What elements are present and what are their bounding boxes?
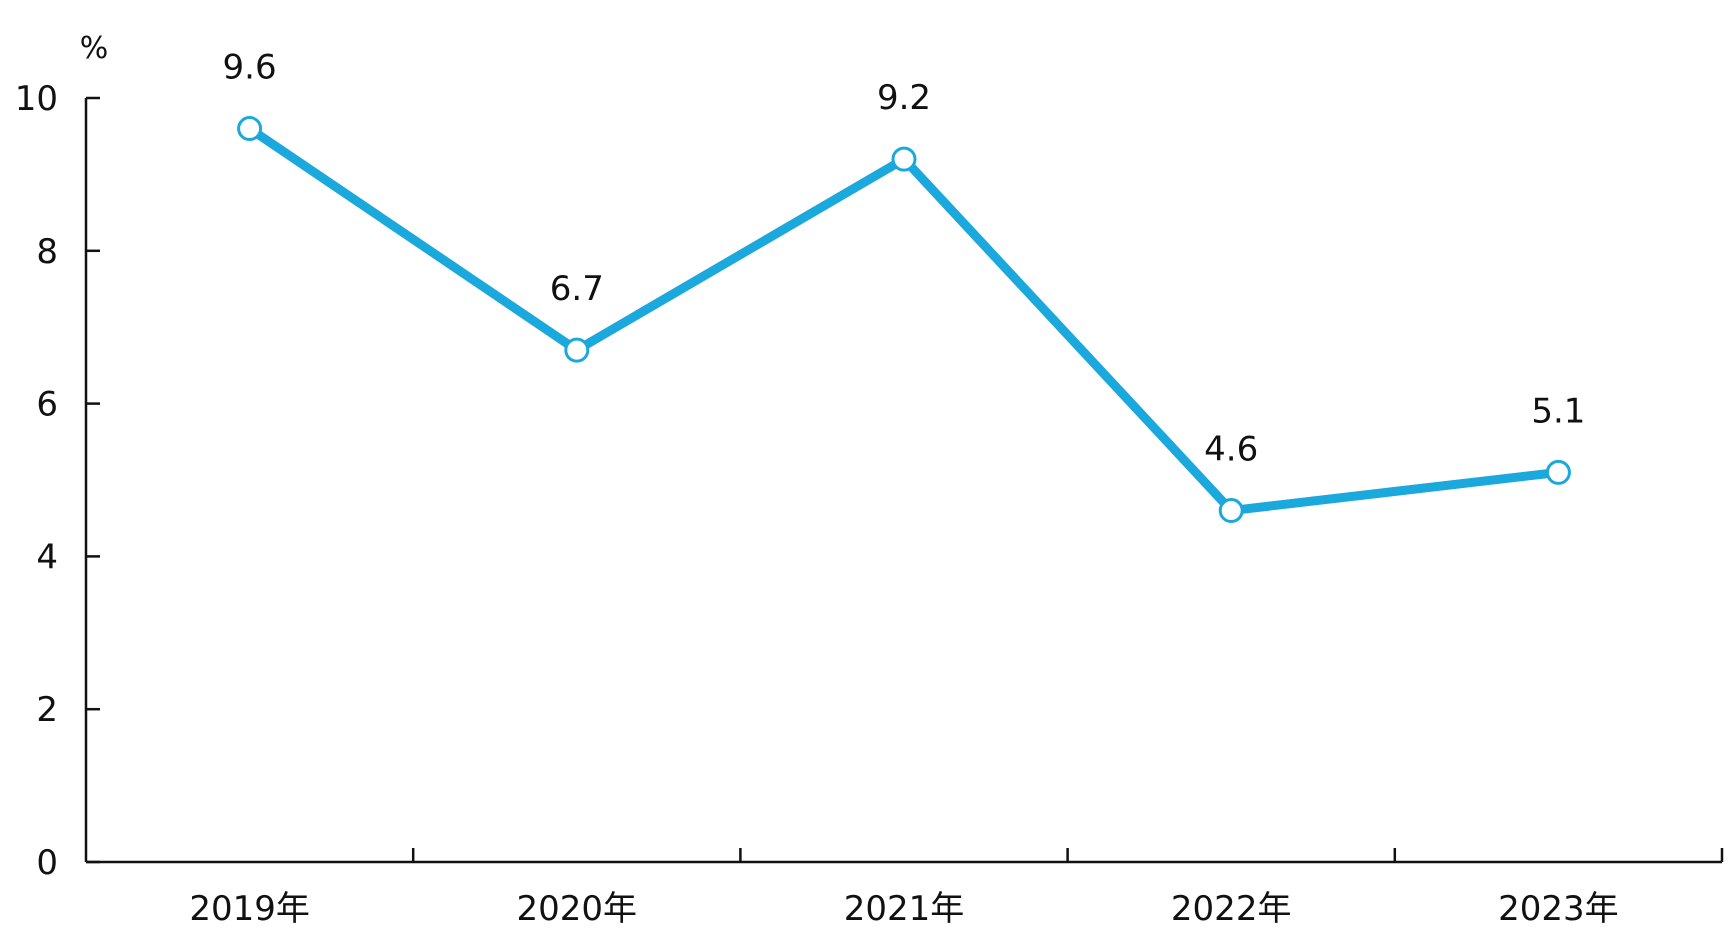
data-point-marker xyxy=(891,146,917,172)
data-label: 9.6 xyxy=(223,48,277,88)
x-tick-label: 2021年 xyxy=(844,889,965,929)
y-tick-label: 4 xyxy=(36,537,58,577)
series-layer xyxy=(237,116,1571,524)
y-tick-label: 2 xyxy=(36,690,58,730)
data-point-marker xyxy=(1218,498,1244,524)
y-tick-label: 6 xyxy=(36,385,58,425)
y-tick-label: 8 xyxy=(36,232,58,272)
axes: % xyxy=(80,31,1722,864)
data-point-marker xyxy=(237,116,263,142)
x-axis-ticks: 2019年 2020年 2021年 2022年 2023年 xyxy=(189,848,1724,929)
data-labels: 9.6 6.7 9.2 4.6 5.1 xyxy=(223,48,1586,470)
y-unit-label: % xyxy=(80,31,109,66)
y-tick-label: 0 xyxy=(36,843,58,883)
x-tick-label: 2020年 xyxy=(517,889,638,929)
data-label: 5.1 xyxy=(1531,391,1585,431)
x-tick-label: 2019年 xyxy=(189,889,310,929)
data-label: 6.7 xyxy=(550,269,604,309)
data-label: 4.6 xyxy=(1204,430,1258,470)
y-tick-label: 10 xyxy=(15,79,58,119)
data-point-marker xyxy=(564,337,590,363)
x-tick-label: 2023年 xyxy=(1498,889,1619,929)
data-label: 9.2 xyxy=(877,78,931,118)
data-point-marker xyxy=(1545,459,1571,485)
y-axis-ticks: 0 2 4 6 8 10 xyxy=(15,79,100,883)
series-line xyxy=(245,124,1563,516)
x-tick-label: 2022年 xyxy=(1171,889,1292,929)
